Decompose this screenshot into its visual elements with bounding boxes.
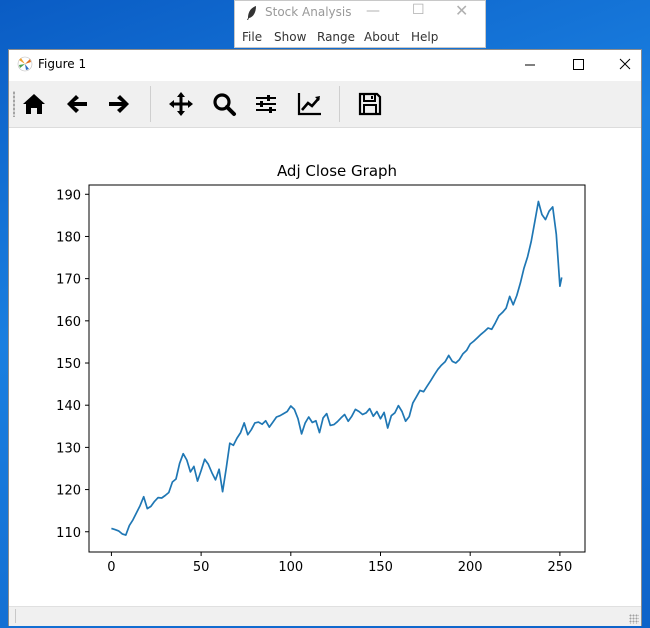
menu-range[interactable]: Range (317, 30, 356, 44)
minimize-icon[interactable]: — (366, 3, 380, 19)
figure-titlebar[interactable]: Figure 1 (9, 50, 641, 80)
zoom-icon[interactable] (208, 88, 240, 120)
x-tick-label: 100 (278, 560, 303, 575)
y-tick-label: 150 (56, 357, 81, 372)
forward-arrow-icon[interactable] (103, 88, 135, 120)
x-tick-label: 150 (368, 560, 393, 575)
y-tick-label: 130 (56, 441, 81, 456)
maximize-icon (573, 59, 584, 70)
menu-help[interactable]: Help (411, 30, 439, 44)
back-arrow-icon[interactable] (61, 88, 93, 120)
maximize-button[interactable] (554, 50, 600, 80)
toolbar-separator (339, 86, 340, 122)
navigation-toolbar (9, 81, 641, 128)
tk-window-title: Stock Analysis (265, 5, 352, 19)
toolbar-separator (150, 86, 151, 122)
maximize-icon[interactable]: ☐ (412, 2, 425, 18)
status-bar (9, 606, 641, 626)
adj-close-chart[interactable]: 0 50 100 150 200 250 110 120 130 140 150 160 170 180 1… (9, 128, 641, 606)
close-button[interactable] (600, 50, 646, 80)
figure-canvas[interactable]: 0 50 100 150 200 250 110 120 130 140 150 160 170 180 1… (9, 128, 641, 606)
menu-file[interactable]: File (242, 30, 263, 44)
y-tick-label: 140 (56, 399, 81, 414)
chart-title: Adj Close Graph (277, 162, 397, 180)
resize-grip-icon[interactable] (629, 614, 639, 624)
edit-axis-icon[interactable] (294, 88, 326, 120)
x-tick-label: 200 (458, 560, 483, 575)
status-grip (15, 609, 16, 623)
feather-icon (247, 6, 256, 20)
y-tick-label: 110 (56, 526, 81, 541)
minimize-icon (525, 64, 535, 66)
figure-title: Figure 1 (38, 57, 87, 71)
y-tick-label: 160 (56, 315, 81, 330)
x-tick-label: 50 (193, 560, 210, 575)
x-tick-label: 250 (547, 560, 572, 575)
stock-analysis-window[interactable]: Stock Analysis — ☐ ✕ File Show Range Abo… (234, 0, 486, 48)
minimize-button[interactable] (507, 50, 553, 80)
axes-frame (88, 184, 586, 553)
toolbar-grip (13, 91, 15, 117)
pan-icon[interactable] (165, 88, 197, 120)
x-tick-label: 0 (107, 560, 115, 575)
close-icon (619, 58, 631, 70)
tk-titlebar[interactable]: Stock Analysis — ☐ ✕ (235, 1, 485, 25)
y-tick-label: 190 (56, 188, 81, 203)
menu-about[interactable]: About (364, 30, 400, 44)
home-icon[interactable] (18, 88, 50, 120)
subplots-icon[interactable] (250, 88, 282, 120)
matplotlib-logo-icon (17, 56, 33, 72)
close-icon[interactable]: ✕ (455, 1, 469, 20)
y-tick-label: 180 (56, 230, 81, 245)
figure-window[interactable]: Figure 1 (8, 49, 642, 626)
y-tick-label: 170 (56, 273, 81, 288)
save-icon[interactable] (354, 88, 386, 120)
adj-close-line (111, 200, 563, 536)
y-tick-label: 120 (56, 484, 81, 499)
menu-show[interactable]: Show (274, 30, 307, 44)
